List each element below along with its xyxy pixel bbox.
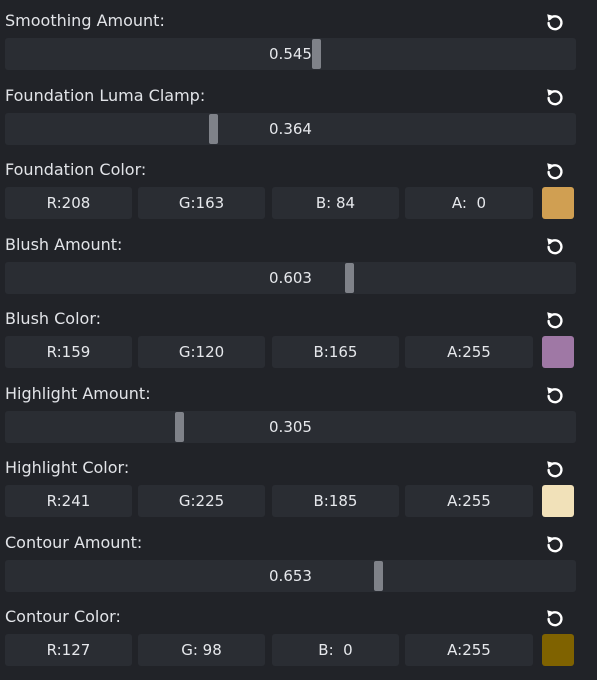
reset-icon[interactable] — [544, 235, 566, 257]
reset-icon[interactable] — [544, 11, 566, 33]
blush-color-label: Blush Color: — [5, 309, 102, 328]
alpha-channel-field[interactable]: A: 0 — [405, 187, 533, 219]
alpha-channel-field[interactable]: A:255 — [405, 485, 533, 517]
green-channel-field[interactable]: G:225 — [138, 485, 265, 517]
blush-color-section: Blush Color: R:159 G:120 B:165 A:255 — [0, 298, 597, 372]
foundation-luma-clamp-slider[interactable]: 0.364 — [5, 112, 576, 145]
highlight-amount-value: 0.305 — [269, 417, 312, 436]
blush-amount-value: 0.603 — [269, 268, 312, 287]
foundation-luma-clamp-value: 0.364 — [269, 119, 312, 138]
blush-amount-slider[interactable]: 0.603 — [5, 261, 576, 294]
smoothing-amount-section: Smoothing Amount: 0.545 — [0, 0, 597, 74]
blue-channel-field[interactable]: B: 84 — [272, 187, 399, 219]
alpha-channel-field[interactable]: A:255 — [405, 634, 533, 666]
slider-thumb[interactable] — [208, 113, 218, 144]
blue-channel-field[interactable]: B: 0 — [272, 634, 399, 666]
reset-icon[interactable] — [544, 607, 566, 629]
contour-color-swatch[interactable] — [542, 634, 574, 666]
foundation-luma-clamp-section: Foundation Luma Clamp: 0.364 — [0, 75, 597, 149]
highlight-color-label: Highlight Color: — [5, 458, 130, 477]
foundation-color-section: Foundation Color: R:208 G:163 B: 84 A: 0 — [0, 149, 597, 223]
green-channel-field[interactable]: G:163 — [138, 187, 265, 219]
highlight-color-section: Highlight Color: R:241 G:225 B:185 A:255 — [0, 447, 597, 521]
red-channel-field[interactable]: R:127 — [5, 634, 132, 666]
smoothing-amount-label: Smoothing Amount: — [5, 11, 165, 30]
blush-amount-label: Blush Amount: — [5, 234, 123, 254]
red-channel-field[interactable]: R:159 — [5, 336, 132, 368]
green-channel-field[interactable]: G:120 — [138, 336, 265, 368]
smoothing-amount-slider[interactable]: 0.545 — [5, 38, 576, 70]
contour-color-label: Contour Color: — [5, 607, 121, 626]
highlight-amount-slider[interactable]: 0.305 — [5, 410, 576, 443]
green-channel-field[interactable]: G: 98 — [138, 634, 265, 666]
blush-color-swatch[interactable] — [542, 336, 574, 368]
slider-thumb[interactable] — [373, 560, 383, 591]
contour-amount-slider[interactable]: 0.653 — [5, 559, 576, 592]
reset-icon[interactable] — [544, 309, 566, 331]
reset-icon[interactable] — [544, 458, 566, 480]
reset-icon[interactable] — [544, 160, 566, 182]
highlight-amount-label: Highlight Amount: — [5, 383, 151, 403]
alpha-channel-field[interactable]: A:255 — [405, 336, 533, 368]
contour-amount-label: Contour Amount: — [5, 532, 143, 552]
foundation-luma-clamp-label: Foundation Luma Clamp: — [5, 85, 206, 105]
highlight-color-swatch[interactable] — [542, 485, 574, 517]
contour-amount-value: 0.653 — [269, 566, 312, 585]
foundation-color-swatch[interactable] — [542, 187, 574, 219]
red-channel-field[interactable]: R:241 — [5, 485, 132, 517]
reset-icon[interactable] — [544, 533, 566, 555]
slider-thumb[interactable] — [345, 262, 355, 293]
reset-icon[interactable] — [544, 384, 566, 406]
contour-color-section: Contour Color: R:127 G: 98 B: 0 A:255 — [0, 596, 597, 670]
blue-channel-field[interactable]: B:185 — [272, 485, 399, 517]
smoothing-amount-value: 0.545 — [269, 45, 312, 63]
red-channel-field[interactable]: R:208 — [5, 187, 132, 219]
blue-channel-field[interactable]: B:165 — [272, 336, 399, 368]
reset-icon[interactable] — [544, 86, 566, 108]
contour-amount-section: Contour Amount: 0.653 — [0, 522, 597, 596]
highlight-amount-section: Highlight Amount: 0.305 — [0, 373, 597, 447]
slider-thumb[interactable] — [312, 39, 322, 69]
slider-thumb[interactable] — [175, 411, 185, 442]
foundation-color-label: Foundation Color: — [5, 160, 147, 179]
blush-amount-section: Blush Amount: 0.603 — [0, 224, 597, 298]
